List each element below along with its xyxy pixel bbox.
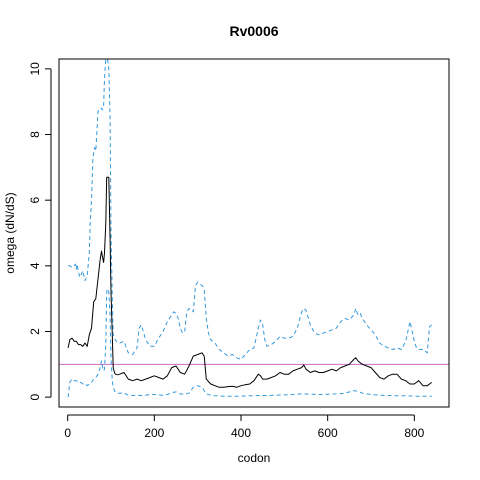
x-tick-label: 800: [404, 426, 424, 440]
series-group: [59, 59, 449, 398]
y-axis-label: omega (dN/dS): [3, 192, 17, 273]
x-tick-label: 0: [64, 426, 71, 440]
plot-frame: [58, 58, 450, 408]
y-tick-label: 0: [28, 393, 42, 400]
x-tick-label: 200: [144, 426, 164, 440]
plot-layer: 0 200 400 600 800 0 2 4 6 8 10: [28, 59, 449, 440]
y-tick-label: 6: [28, 197, 42, 204]
series-line-ci_upper: [68, 59, 433, 360]
x-tick-label: 400: [231, 426, 251, 440]
y-tick-label: 10: [28, 62, 42, 76]
y-tick-label: 4: [28, 262, 42, 269]
y-tick-label: 8: [28, 131, 42, 138]
series-line-ci_lower: [67, 288, 432, 398]
x-tick-label: 600: [318, 426, 338, 440]
x-axis-label: codon: [238, 451, 271, 465]
chart-title: Rv0006: [229, 23, 278, 39]
y-tick-label: 2: [28, 328, 42, 335]
series-line-omega: [67, 176, 433, 388]
